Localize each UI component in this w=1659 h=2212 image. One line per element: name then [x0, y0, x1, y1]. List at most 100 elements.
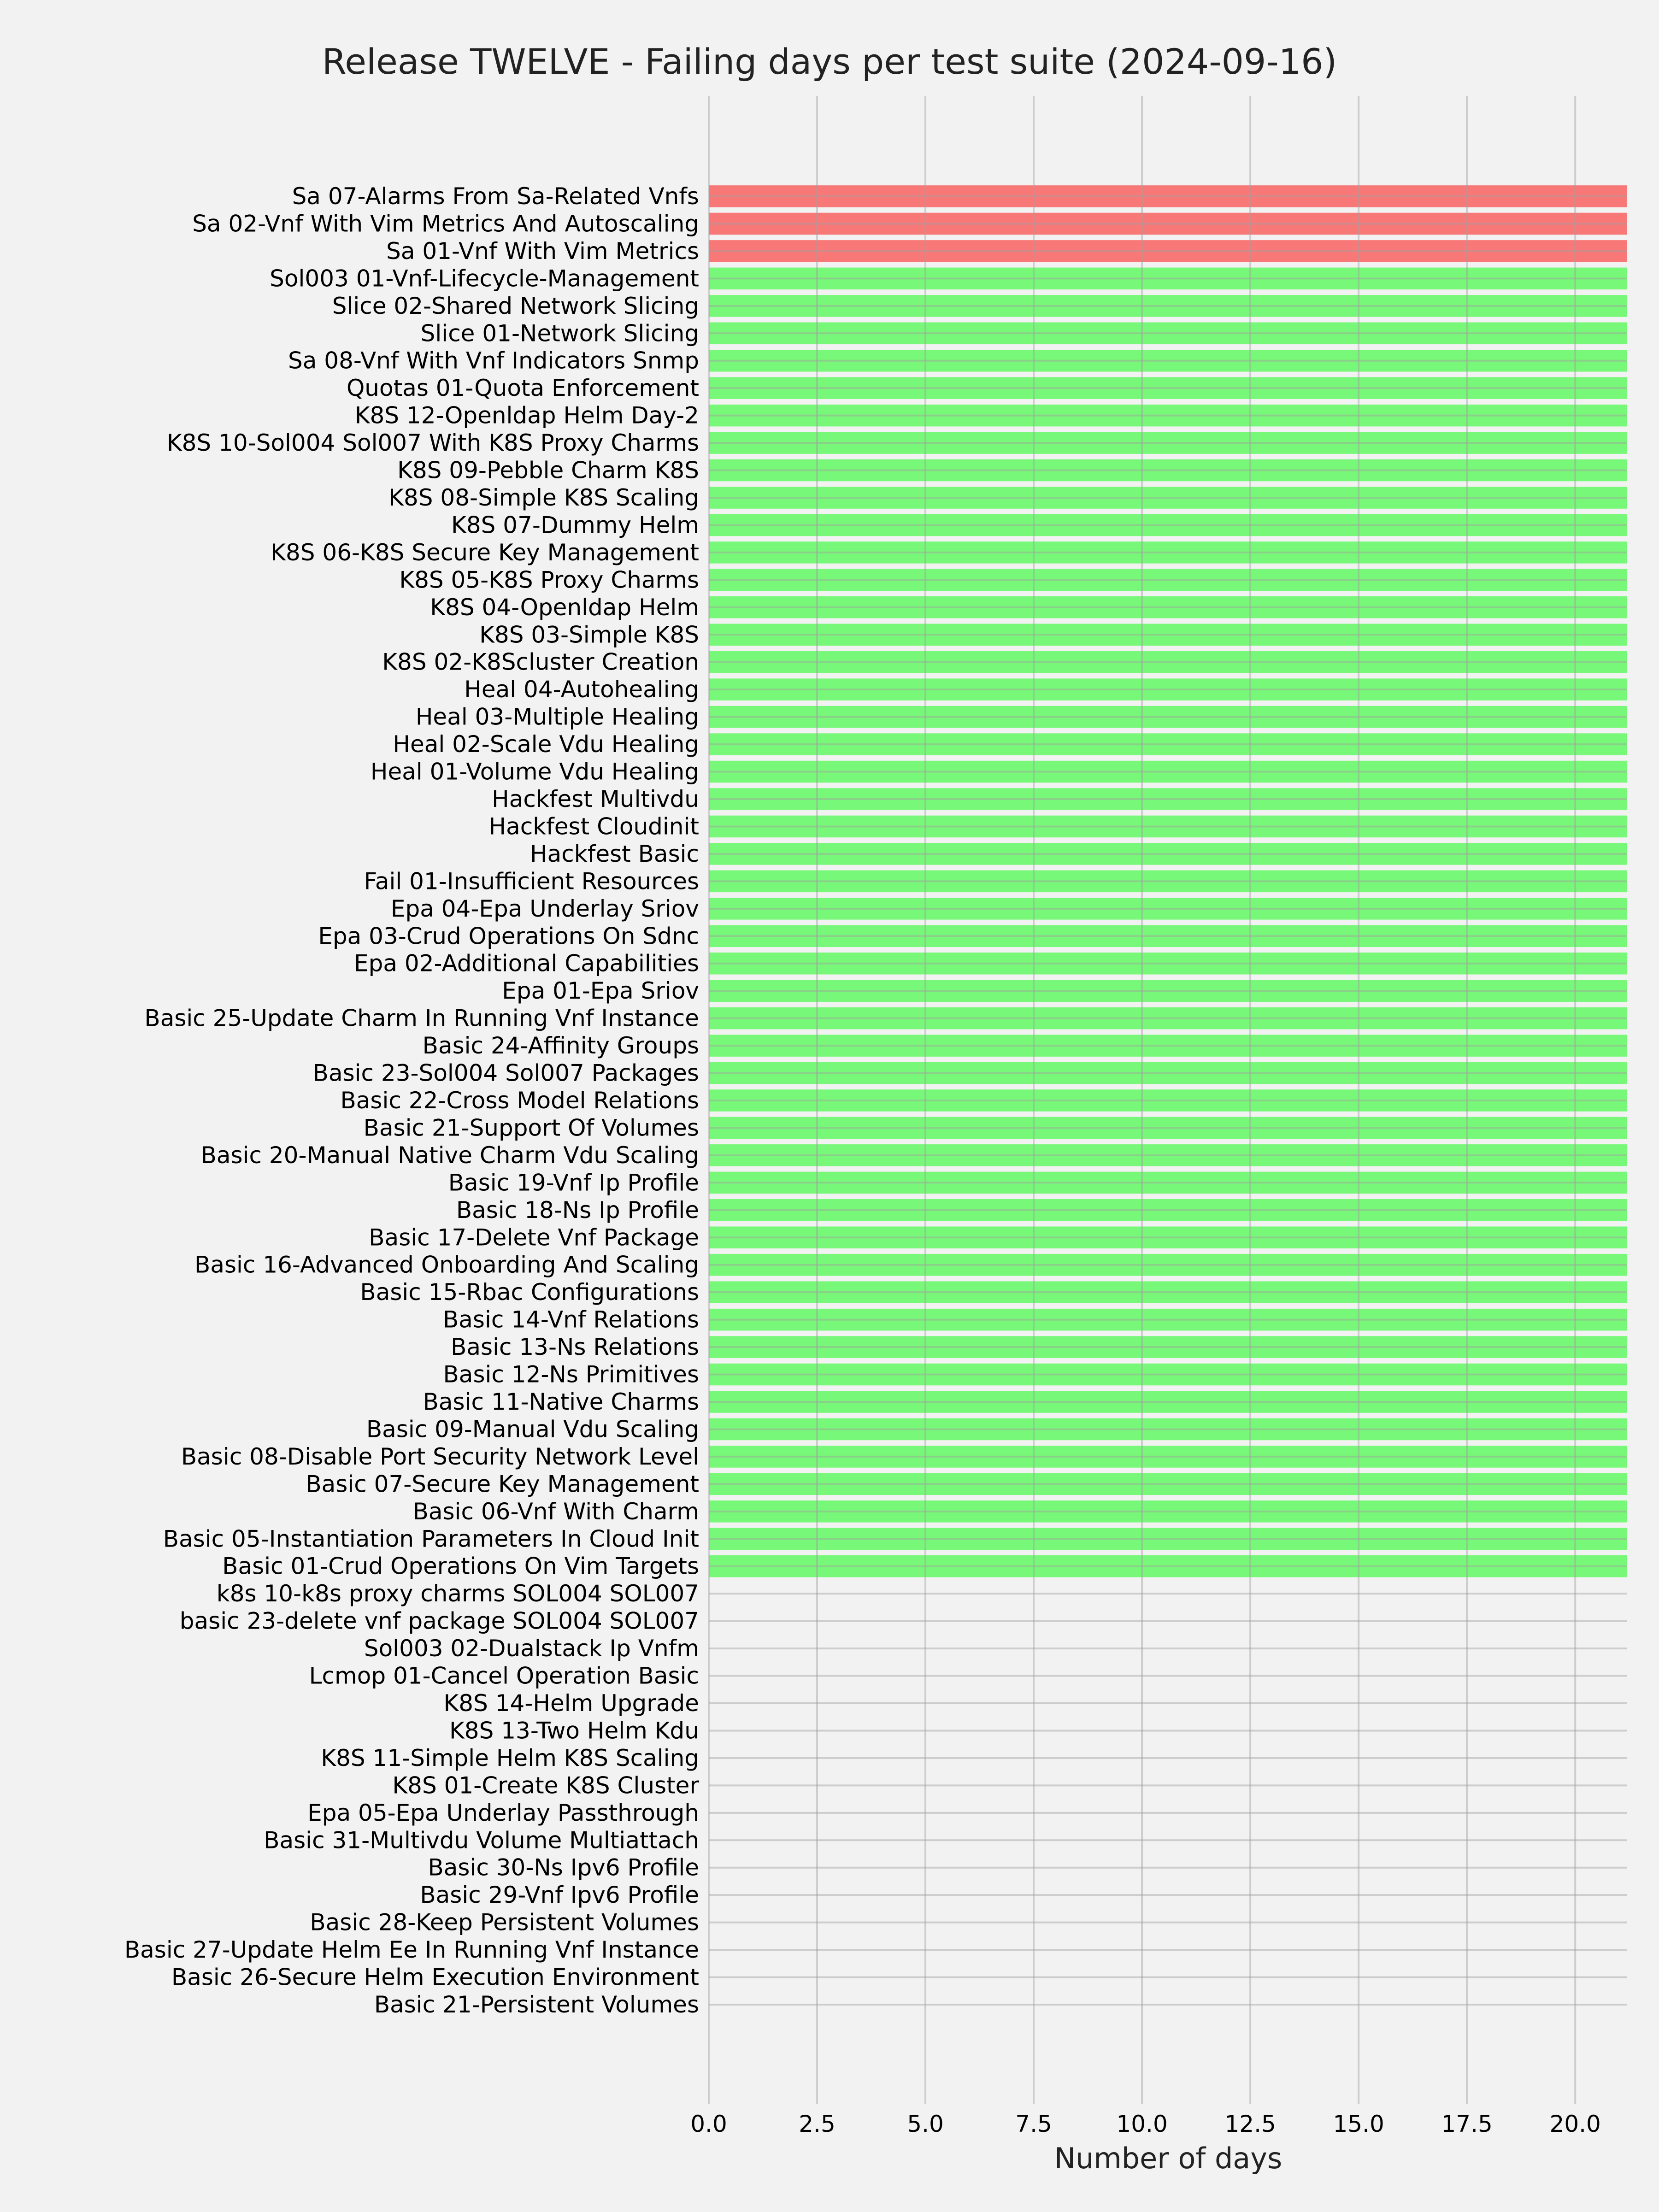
- bar-50: [709, 1555, 1627, 1577]
- bar-23: [709, 815, 1627, 838]
- bar-2: [709, 240, 1627, 262]
- x-tick-label: 5.0: [907, 2111, 944, 2137]
- y-tick-label: Basic 21-Persistent Volumes: [374, 1991, 699, 2018]
- bar-37: [709, 1199, 1627, 1221]
- bar-15: [709, 596, 1627, 618]
- y-tick-label: Quotas 01-Quota Enforcement: [347, 375, 699, 401]
- y-tick-label: Sa 02-Vnf With Vim Metrics And Autoscali…: [192, 210, 699, 237]
- y-tick-label: Basic 05-Instantiation Parameters In Clo…: [163, 1525, 699, 1552]
- bar-41: [709, 1308, 1627, 1331]
- y-tick-label: basic 23-delete vnf package SOL004 SOL00…: [180, 1608, 699, 1635]
- y-tick-label: Slice 02-Shared Network Slicing: [332, 293, 699, 319]
- bar-44: [709, 1391, 1627, 1413]
- y-tick-label: Basic 12-Ns Primitives: [443, 1361, 700, 1388]
- y-tick-label: K8S 11-Simple Helm K8S Scaling: [321, 1745, 699, 1771]
- y-tick-label: Basic 20-Manual Native Charm Vdu Scaling: [201, 1142, 699, 1169]
- x-tick-label: 15.0: [1333, 2111, 1384, 2137]
- x-tick-labels: 0.0 2.5 5.0 7.5 10.0 12.5 15.0 17.5 20.0: [690, 2111, 1601, 2137]
- bar-4: [709, 295, 1627, 317]
- y-tick-label: Epa 02-Additional Capabilities: [354, 950, 699, 977]
- bar-1: [709, 212, 1627, 235]
- bar-40: [709, 1281, 1627, 1303]
- y-tick-label: Heal 02-Scale Vdu Healing: [393, 731, 699, 758]
- bar-16: [709, 624, 1627, 646]
- y-tick-label: Basic 21-Support Of Volumes: [364, 1114, 699, 1141]
- y-tick-label: Basic 25-Update Charm In Running Vnf Ins…: [144, 1005, 699, 1032]
- y-tick-label: Heal 03-Multiple Healing: [416, 704, 699, 730]
- y-tick-label: Basic 11-Native Charms: [423, 1388, 699, 1415]
- y-tick-label: Heal 04-Autohealing: [464, 676, 699, 703]
- y-tick-label: Basic 06-Vnf With Charm: [413, 1498, 699, 1525]
- y-tick-label: Sol003 02-Dualstack Ip Vnfm: [364, 1635, 699, 1662]
- bar-25: [709, 870, 1627, 893]
- y-tick-label: K8S 06-K8S Secure Key Management: [271, 539, 699, 566]
- y-tick-label: Basic 18-Ns Ip Profile: [456, 1197, 699, 1224]
- bar-14: [709, 569, 1627, 591]
- y-tick-label: Basic 14-Vnf Relations: [443, 1306, 699, 1333]
- bar-35: [709, 1144, 1627, 1166]
- y-tick-label: K8S 02-K8Scluster Creation: [382, 649, 699, 676]
- y-tick-label: Basic 19-Vnf Ip Profile: [448, 1169, 699, 1196]
- x-tick-label: 10.0: [1116, 2111, 1167, 2137]
- y-tick-label: K8S 05-K8S Proxy Charms: [399, 566, 699, 593]
- bar-39: [709, 1253, 1627, 1276]
- y-tick-label: Basic 07-Secure Key Management: [306, 1471, 699, 1497]
- x-tick-label: 0.0: [690, 2111, 727, 2137]
- bar-18: [709, 678, 1627, 700]
- x-axis-label: Number of days: [1054, 2141, 1282, 2175]
- x-tick-label: 12.5: [1224, 2111, 1276, 2137]
- bar-43: [709, 1363, 1627, 1386]
- bar-12: [709, 514, 1627, 536]
- bars-group: [709, 185, 1627, 1577]
- y-tick-label: Epa 01-Epa Sriov: [502, 977, 699, 1004]
- bar-17: [709, 651, 1627, 673]
- x-tick-label: 7.5: [1015, 2111, 1052, 2137]
- y-tick-label: K8S 04-Openldap Helm: [430, 594, 699, 621]
- y-tick-label: K8S 14-Helm Upgrade: [443, 1690, 699, 1717]
- bar-24: [709, 843, 1627, 865]
- y-tick-label: Sol003 01-Vnf-Lifecycle-Management: [270, 265, 699, 292]
- y-tick-label: Basic 08-Disable Port Security Network L…: [181, 1443, 699, 1470]
- bar-48: [709, 1500, 1627, 1523]
- y-tick-label: K8S 10-Sol004 Sol007 With K8S Proxy Char…: [167, 429, 699, 456]
- x-tick-label: 20.0: [1550, 2111, 1601, 2137]
- bar-7: [709, 377, 1627, 399]
- bar-19: [709, 706, 1627, 728]
- bar-9: [709, 432, 1627, 454]
- y-tick-label: Sa 07-Alarms From Sa-Related Vnfs: [292, 183, 699, 210]
- bar-26: [709, 898, 1627, 920]
- bar-45: [709, 1418, 1627, 1441]
- bar-27: [709, 925, 1627, 947]
- y-tick-label: Basic 27-Update Helm Ee In Running Vnf I…: [124, 1936, 699, 1963]
- bar-20: [709, 733, 1627, 755]
- y-tick-label: Basic 29-Vnf Ipv6 Profile: [420, 1882, 699, 1908]
- y-tick-label: K8S 09-Pebble Charm K8S: [397, 457, 699, 484]
- grid-group: [708, 96, 1627, 2104]
- bar-11: [709, 487, 1627, 509]
- y-tick-label: Basic 31-Multivdu Volume Multiattach: [264, 1827, 699, 1853]
- y-tick-label: Sa 01-Vnf With Vim Metrics: [386, 238, 699, 265]
- bar-29: [709, 980, 1627, 1002]
- x-tick-label: 17.5: [1441, 2111, 1493, 2137]
- y-tick-label: K8S 03-Simple K8S: [479, 621, 699, 648]
- y-tick-label: Basic 09-Manual Vdu Scaling: [366, 1416, 699, 1442]
- y-tick-label: Basic 16-Advanced Onboarding And Scaling: [194, 1252, 699, 1278]
- y-tick-label: k8s 10-k8s proxy charms SOL004 SOL007: [217, 1580, 699, 1607]
- x-tick-label: 2.5: [799, 2111, 835, 2137]
- bar-0: [709, 185, 1627, 207]
- y-tick-label: Epa 04-Epa Underlay Sriov: [391, 895, 699, 922]
- bar-36: [709, 1171, 1627, 1194]
- y-tick-label: Basic 01-Crud Operations On Vim Targets: [222, 1553, 699, 1580]
- y-tick-label: K8S 01-Create K8S Cluster: [392, 1772, 699, 1799]
- y-tick-label: Basic 30-Ns Ipv6 Profile: [428, 1854, 699, 1881]
- y-tick-label: Basic 13-Ns Relations: [451, 1334, 699, 1360]
- bar-13: [709, 541, 1627, 564]
- bar-3: [709, 267, 1627, 290]
- bar-33: [709, 1089, 1627, 1112]
- bar-32: [709, 1062, 1627, 1084]
- y-tick-label: K8S 08-Simple K8S Scaling: [388, 484, 699, 511]
- y-tick-label: Epa 03-Crud Operations On Sdnc: [318, 923, 699, 949]
- bar-38: [709, 1226, 1627, 1249]
- bar-30: [709, 1007, 1627, 1030]
